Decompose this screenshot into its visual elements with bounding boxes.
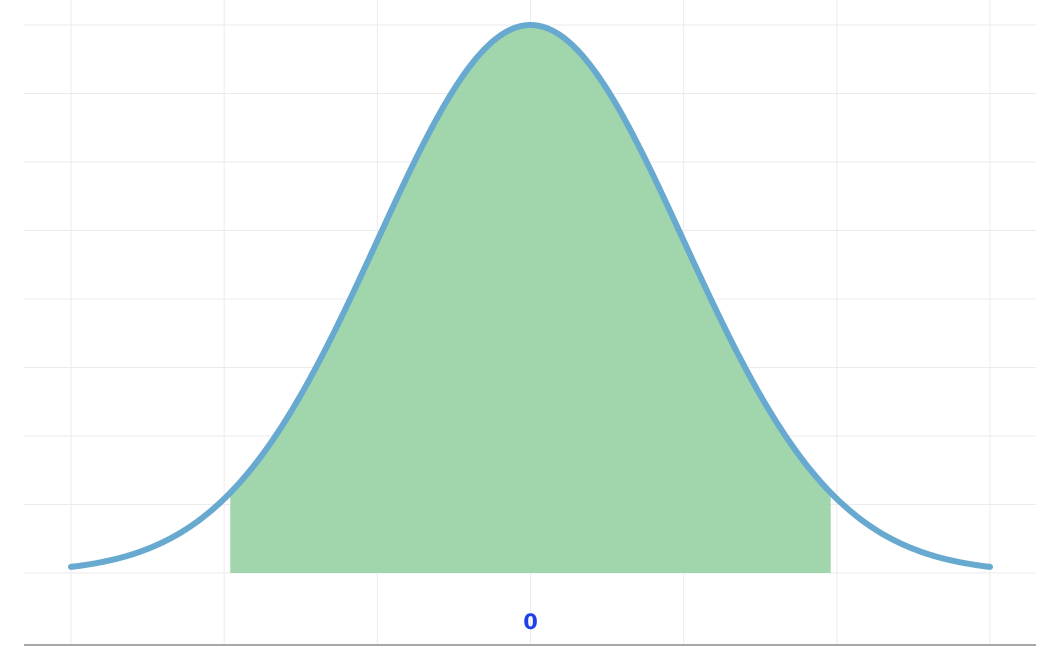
density-curve — [68, 22, 993, 570]
shaded-area — [230, 25, 831, 573]
x-tick-label: 0 — [523, 610, 538, 634]
x-tick-labels: 0 — [523, 610, 538, 634]
